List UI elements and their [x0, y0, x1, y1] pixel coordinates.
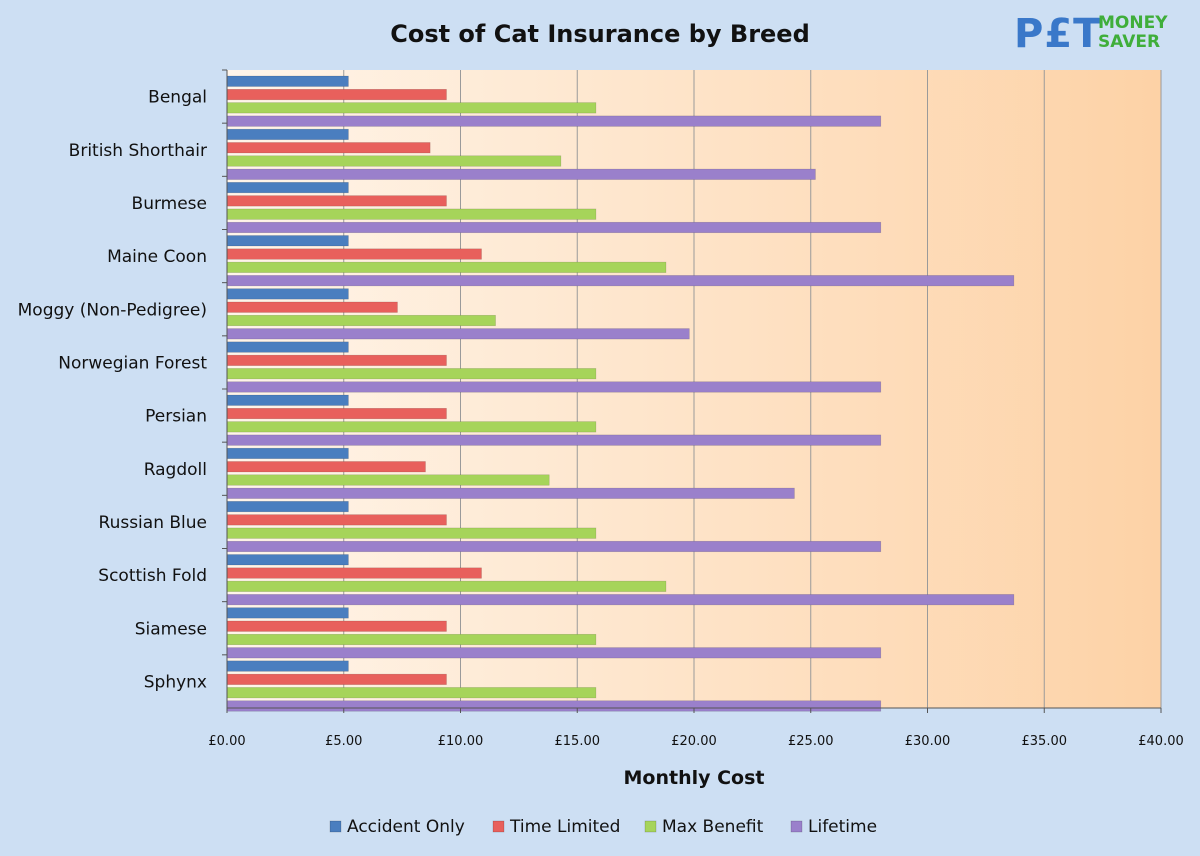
bar [226, 660, 349, 672]
bar [226, 540, 882, 553]
bar [226, 235, 349, 247]
x-axis-label: Monthly Cost [624, 767, 765, 789]
bar [226, 461, 426, 473]
bar [226, 314, 496, 327]
bar [226, 142, 431, 154]
logo-saver: SAVER [1098, 32, 1161, 52]
bar [226, 487, 795, 499]
bar [226, 381, 882, 393]
category-label: Moggy (Non-Pedigree) [18, 300, 207, 320]
legend-label: Max Benefit [662, 817, 764, 837]
category-label: Persian [145, 407, 207, 427]
logo-pet-text: P£T [1014, 11, 1102, 57]
category-labels: Bengal British Shorthair Burmese Maine Coon… [18, 88, 208, 693]
bar [226, 168, 816, 180]
category-label: Siamese [135, 619, 207, 639]
bar [226, 580, 667, 592]
bars [226, 75, 1015, 712]
legend-swatch [644, 820, 657, 833]
bar [226, 567, 482, 579]
x-tick-label: £20.00 [671, 734, 717, 749]
category-label: Maine Coon [107, 247, 207, 267]
legend-label: Time Limited [509, 817, 620, 837]
legend-label: Accident Only [347, 817, 465, 837]
legend-swatch [329, 820, 342, 833]
bar [226, 514, 447, 526]
bar [226, 447, 349, 459]
legend-swatch [492, 820, 505, 833]
bar [226, 673, 447, 685]
x-tick-label: £30.00 [905, 734, 951, 749]
bar [226, 261, 667, 273]
x-tick-label: £40.00 [1138, 734, 1184, 749]
bar [226, 594, 1015, 606]
legend-label: Lifetime [808, 817, 877, 837]
bar [226, 115, 882, 127]
bar [226, 341, 349, 353]
category-label: British Shorthair [69, 141, 207, 161]
pet-money-saver-logo: P£T MONEY SAVER [1014, 12, 1174, 60]
bar [226, 354, 447, 366]
x-tick-label: £10.00 [438, 734, 484, 749]
bar [226, 421, 597, 433]
bar [226, 633, 597, 646]
category-label: Sphynx [144, 672, 207, 692]
bar [226, 607, 349, 619]
category-label: Russian Blue [99, 513, 207, 533]
bar [226, 527, 597, 539]
bar [226, 221, 882, 234]
bar [226, 288, 349, 300]
bar [226, 700, 882, 712]
bar [226, 128, 349, 140]
bar [226, 501, 349, 513]
logo-money: MONEY [1098, 13, 1168, 33]
category-label: Ragdoll [144, 460, 207, 480]
bar [226, 195, 447, 207]
legend-swatch [790, 820, 803, 833]
bar [226, 75, 349, 87]
bar [226, 182, 349, 194]
bar [226, 407, 447, 420]
axes [222, 69, 1162, 713]
x-tick-labels: £0.00 £5.00 £10.00 £15.00 £20.00 £25.00 £30.00… [208, 734, 1183, 749]
x-tick-label: £5.00 [325, 734, 362, 749]
bar [226, 474, 550, 486]
bar [226, 248, 482, 260]
x-tick-label: £35.00 [1022, 734, 1068, 749]
bar [226, 620, 447, 632]
category-label: Burmese [132, 194, 207, 214]
legend: Accident Only Time Limited Max Benefit Life… [329, 817, 877, 837]
bar [226, 687, 597, 699]
bar [226, 394, 349, 406]
bar [226, 208, 597, 220]
bar [226, 102, 597, 114]
x-tick-label: £25.00 [788, 734, 834, 749]
chart-title: Cost of Cat Insurance by Breed [390, 20, 810, 48]
bar [226, 368, 597, 380]
bar [226, 434, 882, 446]
logo-money-saver-text: MONEY SAVER [1098, 14, 1174, 52]
x-tick-label: £15.00 [555, 734, 601, 749]
category-label: Bengal [148, 88, 207, 108]
bar [226, 301, 398, 313]
bar [226, 89, 447, 101]
category-label: Norwegian Forest [58, 353, 207, 373]
bar [226, 328, 690, 340]
category-label: Scottish Fold [98, 566, 207, 586]
bar [226, 275, 1015, 287]
x-tick-label: £0.00 [208, 734, 245, 749]
bar [226, 155, 562, 167]
bar [226, 554, 349, 566]
bar [226, 647, 882, 659]
